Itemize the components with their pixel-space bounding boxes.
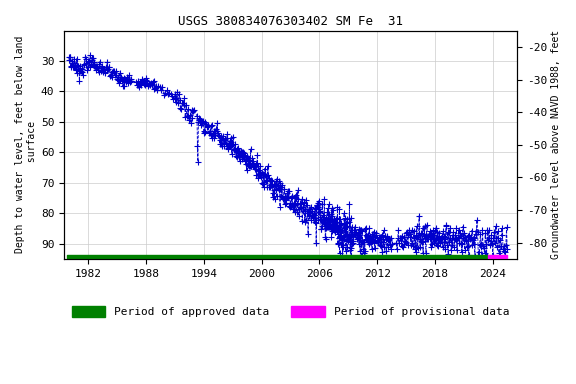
Y-axis label: Groundwater level above NAVD 1988, feet: Groundwater level above NAVD 1988, feet xyxy=(551,30,561,259)
Legend: Period of approved data, Period of provisional data: Period of approved data, Period of provi… xyxy=(67,301,514,322)
Title: USGS 380834076303402 SM Fe  31: USGS 380834076303402 SM Fe 31 xyxy=(178,15,403,28)
Y-axis label: Depth to water level, feet below land
 surface: Depth to water level, feet below land su… xyxy=(15,36,37,253)
